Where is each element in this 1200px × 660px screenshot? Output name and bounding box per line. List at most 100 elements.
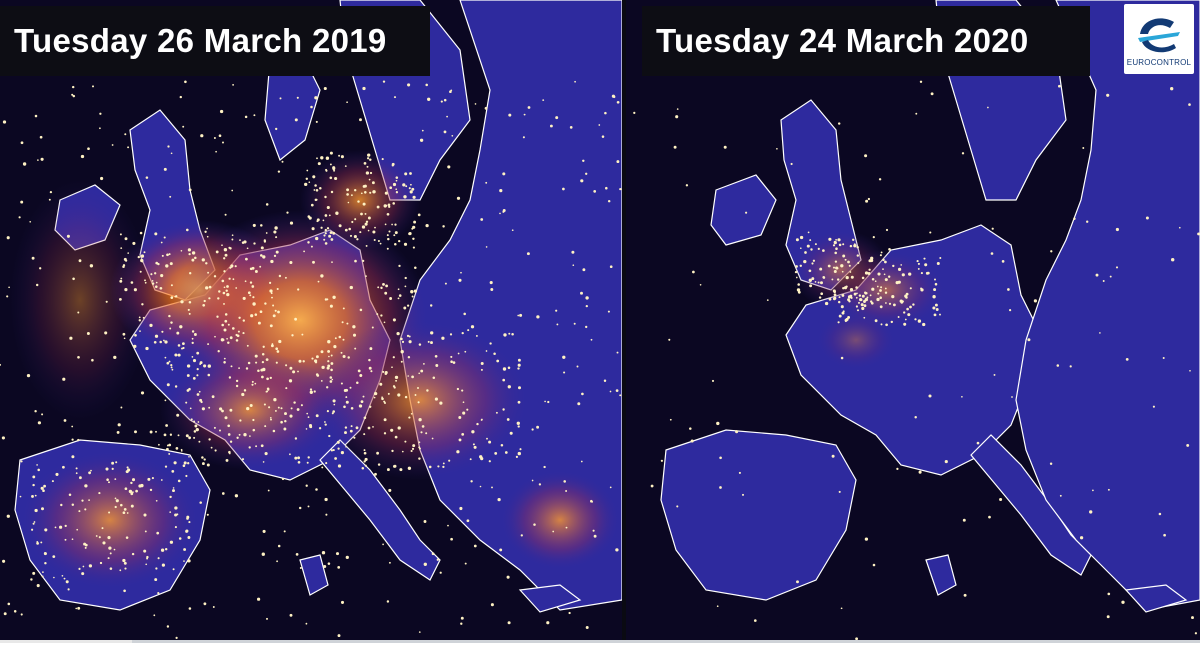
flight-dot bbox=[993, 373, 996, 376]
flight-dot bbox=[315, 373, 319, 376]
flight-dot bbox=[283, 530, 286, 533]
flight-dot bbox=[199, 501, 202, 504]
flight-dot bbox=[1069, 365, 1072, 368]
flight-dot bbox=[864, 271, 869, 275]
flight-dot bbox=[480, 218, 484, 221]
flight-dot bbox=[324, 228, 327, 232]
flight-dot bbox=[897, 316, 900, 318]
flight-dot bbox=[399, 468, 403, 472]
flight-dot bbox=[172, 487, 175, 489]
flight-dot bbox=[268, 406, 271, 409]
flight-dot bbox=[146, 555, 149, 559]
flight-dot bbox=[365, 275, 367, 277]
flight-dot bbox=[650, 484, 654, 488]
flight-dot bbox=[390, 428, 394, 432]
flight-dot bbox=[1056, 364, 1060, 367]
flight-dot bbox=[231, 327, 235, 330]
flight-dot bbox=[48, 198, 51, 201]
flight-dot bbox=[502, 378, 506, 382]
flight-dot bbox=[149, 488, 153, 492]
flight-dot bbox=[450, 360, 453, 363]
flight-dot bbox=[408, 416, 411, 419]
flight-dot bbox=[154, 272, 157, 275]
flight-dot bbox=[855, 296, 858, 299]
flight-dot bbox=[531, 479, 534, 482]
flight-dot bbox=[78, 259, 82, 263]
flight-dot bbox=[456, 196, 461, 200]
flight-dot bbox=[1158, 512, 1162, 516]
flight-dot bbox=[241, 241, 245, 244]
flight-dot bbox=[161, 330, 164, 333]
flight-dot bbox=[295, 553, 299, 556]
flight-dot bbox=[922, 322, 926, 327]
flight-dot bbox=[840, 356, 844, 360]
flight-dot bbox=[169, 433, 173, 436]
progress-track[interactable] bbox=[0, 640, 1200, 643]
flight-dot bbox=[753, 619, 757, 622]
flight-dot bbox=[377, 239, 380, 243]
flight-dot bbox=[883, 273, 886, 276]
flight-dot bbox=[517, 425, 520, 428]
flight-dot bbox=[217, 350, 220, 353]
flight-dot bbox=[885, 228, 889, 232]
flight-dot bbox=[412, 246, 415, 249]
flight-dot bbox=[137, 255, 140, 259]
flight-dot bbox=[179, 95, 182, 99]
flight-dot bbox=[194, 256, 197, 260]
flight-dot bbox=[711, 379, 715, 382]
flight-dot bbox=[427, 97, 431, 101]
flight-dot bbox=[198, 390, 201, 393]
flight-dot bbox=[820, 292, 824, 296]
flight-dot bbox=[374, 472, 377, 476]
flight-dot bbox=[315, 120, 318, 123]
flight-dot bbox=[138, 316, 141, 319]
flight-dot bbox=[929, 231, 932, 234]
flight-dot bbox=[895, 280, 899, 285]
flight-dot bbox=[327, 349, 331, 353]
flight-dot bbox=[315, 198, 318, 201]
logo-label: EUROCONTROL bbox=[1126, 58, 1192, 67]
flight-dot bbox=[369, 191, 372, 194]
flight-dot bbox=[333, 403, 336, 406]
flight-dot bbox=[214, 449, 217, 452]
flight-dot bbox=[518, 386, 521, 390]
flight-dot bbox=[473, 544, 477, 548]
flight-dot bbox=[255, 361, 258, 364]
flight-dot bbox=[885, 302, 887, 304]
flight-dot bbox=[186, 228, 189, 232]
flight-dot bbox=[446, 115, 448, 118]
flight-dot bbox=[105, 467, 109, 471]
flight-dot bbox=[161, 563, 165, 567]
flight-dot bbox=[917, 262, 920, 265]
flight-dot bbox=[254, 313, 258, 316]
flight-dot bbox=[1189, 369, 1191, 372]
flight-dot bbox=[212, 606, 215, 608]
flight-dot bbox=[261, 352, 265, 356]
flight-dot bbox=[142, 316, 145, 319]
flight-dot bbox=[423, 363, 425, 365]
flight-dot bbox=[373, 238, 376, 242]
progress-fill bbox=[0, 640, 132, 643]
video-progress-bar[interactable] bbox=[0, 640, 1200, 660]
flight-dot bbox=[452, 361, 456, 364]
flight-dot bbox=[174, 526, 177, 529]
flight-dot bbox=[22, 162, 27, 166]
flight-dot bbox=[127, 146, 130, 149]
flight-dot bbox=[383, 321, 386, 324]
flight-dot bbox=[933, 288, 937, 292]
flight-dot bbox=[842, 287, 845, 290]
flight-dot bbox=[163, 433, 167, 437]
flight-dot bbox=[350, 194, 353, 197]
flight-dot bbox=[837, 238, 841, 242]
flight-dot bbox=[144, 530, 147, 533]
flight-dot bbox=[367, 216, 371, 220]
flight-dot bbox=[208, 406, 211, 409]
flight-dot bbox=[332, 399, 336, 403]
flight-dot bbox=[81, 499, 84, 502]
flight-dot bbox=[411, 295, 414, 298]
flight-dot bbox=[1170, 87, 1174, 91]
flight-dot bbox=[309, 425, 313, 429]
traffic-glow-2019 bbox=[10, 150, 620, 590]
flight-dot bbox=[20, 200, 24, 204]
flight-dot bbox=[905, 296, 908, 299]
